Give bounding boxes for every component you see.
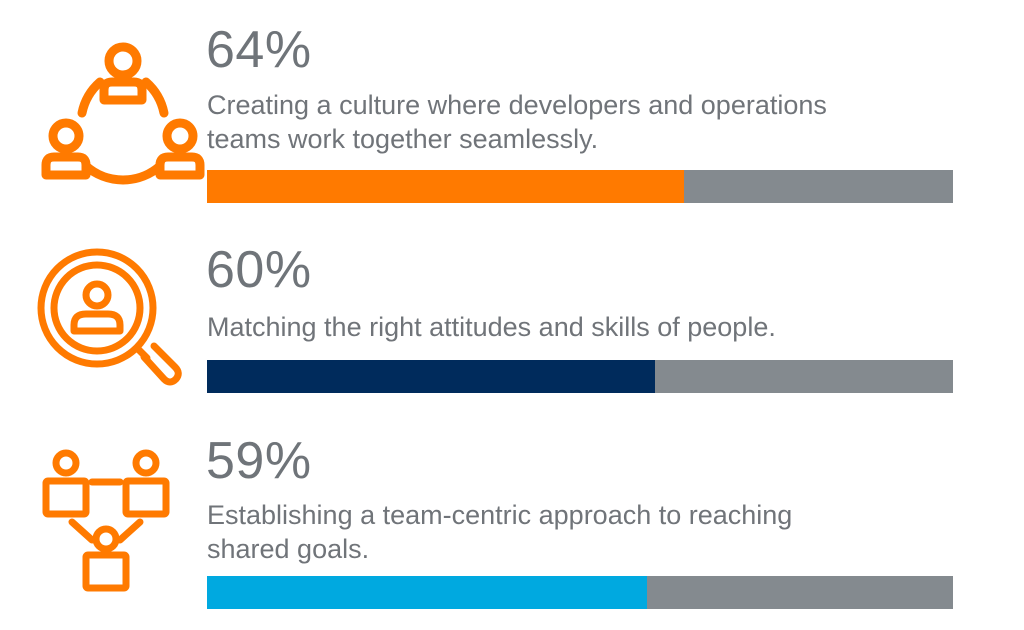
progress-bar-fill [207, 576, 648, 609]
percent-value: 59% [206, 432, 312, 490]
progress-bar-track [207, 576, 953, 609]
percent-value: 60% [206, 241, 312, 299]
progress-bar-fill [207, 360, 655, 393]
team-structure-icon [36, 448, 206, 618]
description-line: Matching the right attitudes and skills … [207, 312, 776, 342]
description-line: Establishing a team-centric approach to … [207, 500, 793, 530]
stat-description: Matching the right attitudes and skills … [207, 310, 907, 344]
team-collaboration-icon [38, 38, 208, 208]
progress-bar-track [207, 170, 953, 203]
stat-description: Creating a culture where developers and … [207, 88, 907, 156]
description-line: shared goals. [207, 534, 370, 564]
description-line: teams work together seamlessly. [207, 124, 599, 154]
talent-search-icon [34, 245, 204, 415]
description-line: Creating a culture where developers and … [207, 90, 827, 120]
stat-description: Establishing a team-centric approach to … [207, 498, 907, 566]
progress-bar-track [207, 360, 953, 393]
progress-bar-fill [207, 170, 685, 203]
percent-value: 64% [206, 21, 312, 79]
